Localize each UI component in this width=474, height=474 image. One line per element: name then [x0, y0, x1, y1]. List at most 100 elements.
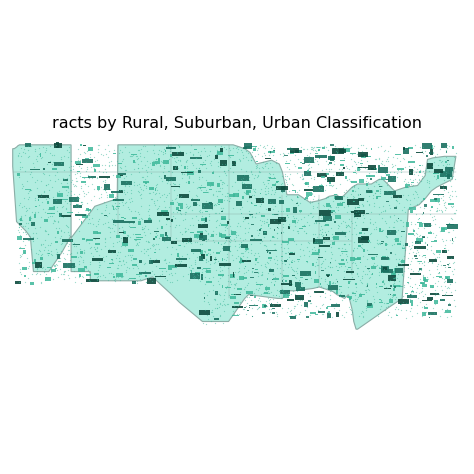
Point — [246, 180, 254, 188]
Point — [410, 163, 418, 170]
Point — [202, 255, 210, 263]
Bar — [166, 218, 170, 219]
Point — [261, 260, 269, 268]
Point — [65, 164, 73, 171]
Point — [429, 304, 437, 311]
Point — [293, 264, 301, 272]
Point — [373, 283, 380, 291]
Point — [414, 190, 421, 198]
Bar — [30, 169, 40, 170]
Point — [383, 181, 391, 189]
Point — [253, 254, 261, 262]
Point — [326, 295, 334, 302]
Point — [421, 253, 429, 261]
Point — [176, 259, 184, 267]
Point — [46, 241, 54, 249]
Point — [252, 210, 259, 217]
Point — [67, 166, 74, 174]
Point — [374, 289, 381, 296]
Point — [224, 189, 231, 197]
Point — [317, 222, 325, 229]
Point — [153, 182, 160, 189]
Point — [425, 167, 433, 175]
Point — [221, 301, 228, 309]
Point — [42, 144, 50, 151]
Point — [129, 279, 137, 286]
Point — [235, 310, 243, 318]
Bar — [423, 255, 426, 256]
Point — [289, 288, 296, 295]
Point — [401, 283, 408, 291]
Point — [264, 289, 272, 297]
Point — [248, 199, 256, 206]
Point — [196, 277, 204, 285]
Point — [417, 264, 425, 272]
Bar — [40, 153, 41, 156]
Point — [205, 210, 213, 218]
Point — [451, 234, 459, 241]
Point — [157, 174, 164, 182]
Point — [51, 261, 58, 269]
Point — [340, 240, 347, 248]
Bar — [419, 268, 422, 270]
Bar — [86, 279, 99, 282]
Point — [41, 228, 49, 235]
Point — [420, 222, 428, 230]
Point — [447, 177, 454, 185]
Point — [333, 148, 341, 156]
Point — [198, 265, 206, 273]
Bar — [172, 186, 180, 187]
Point — [443, 288, 450, 296]
Point — [446, 228, 453, 236]
Bar — [53, 199, 62, 204]
Point — [273, 156, 280, 164]
Point — [216, 184, 223, 191]
Point — [158, 211, 165, 219]
Point — [337, 262, 345, 270]
Point — [144, 157, 151, 165]
Bar — [200, 187, 206, 189]
Point — [67, 237, 74, 244]
Point — [79, 187, 87, 194]
Point — [244, 282, 251, 289]
Point — [112, 210, 120, 218]
Point — [386, 228, 393, 235]
Point — [152, 155, 160, 163]
Bar — [331, 303, 340, 307]
Point — [134, 188, 142, 195]
Point — [131, 237, 139, 244]
Point — [268, 199, 275, 207]
Point — [117, 243, 124, 250]
Point — [245, 210, 253, 218]
Point — [262, 264, 269, 271]
Point — [440, 309, 448, 316]
Point — [302, 178, 310, 186]
Point — [94, 220, 102, 228]
Point — [204, 236, 212, 243]
Bar — [339, 286, 342, 287]
Point — [382, 246, 390, 253]
Point — [210, 259, 218, 267]
Point — [270, 173, 278, 181]
Point — [312, 302, 320, 310]
Bar — [63, 263, 75, 268]
Bar — [305, 197, 308, 199]
Point — [364, 246, 371, 254]
Bar — [326, 203, 329, 207]
Point — [354, 270, 361, 278]
Point — [418, 259, 426, 267]
Point — [314, 261, 322, 269]
Point — [381, 147, 388, 155]
Point — [342, 163, 350, 170]
Point — [172, 153, 180, 161]
Bar — [200, 250, 203, 254]
Bar — [163, 160, 169, 164]
Point — [395, 255, 402, 263]
Point — [240, 216, 248, 223]
Bar — [92, 258, 103, 261]
Point — [161, 273, 169, 281]
Point — [155, 246, 163, 253]
Point — [326, 203, 334, 211]
Point — [17, 270, 25, 277]
Bar — [396, 315, 398, 316]
